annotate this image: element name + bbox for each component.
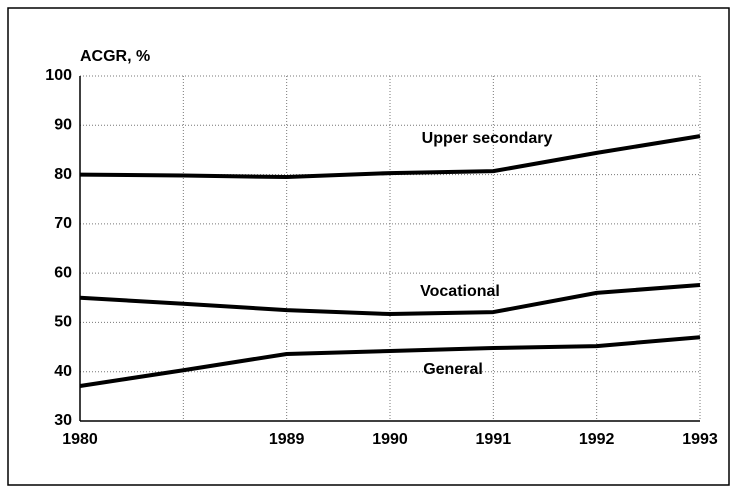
y-tick-label: 50 <box>54 314 72 331</box>
x-tick-label: 1990 <box>372 431 408 448</box>
y-tick-label: 60 <box>54 264 72 281</box>
x-tick-label: 1980 <box>62 431 98 448</box>
y-axis-label: ACGR, % <box>80 48 150 65</box>
series-label: General <box>423 361 483 378</box>
y-tick-label: 100 <box>45 67 72 84</box>
y-tick-label: 30 <box>54 412 72 429</box>
x-tick-label: 1989 <box>269 431 305 448</box>
frame <box>7 7 730 486</box>
series-label: Vocational <box>420 283 500 300</box>
y-tick-label: 90 <box>54 117 72 134</box>
y-tick-label: 40 <box>54 363 72 380</box>
series-line <box>79 335 701 388</box>
series-line <box>79 134 701 180</box>
x-tick-label: 1991 <box>476 431 512 448</box>
x-tick-label: 1992 <box>579 431 615 448</box>
x-tick-label: 1993 <box>682 431 718 448</box>
y-tick-label: 70 <box>54 215 72 232</box>
series-line <box>79 282 701 317</box>
series-label: Upper secondary <box>422 130 553 147</box>
y-tick-label: 80 <box>54 166 72 183</box>
